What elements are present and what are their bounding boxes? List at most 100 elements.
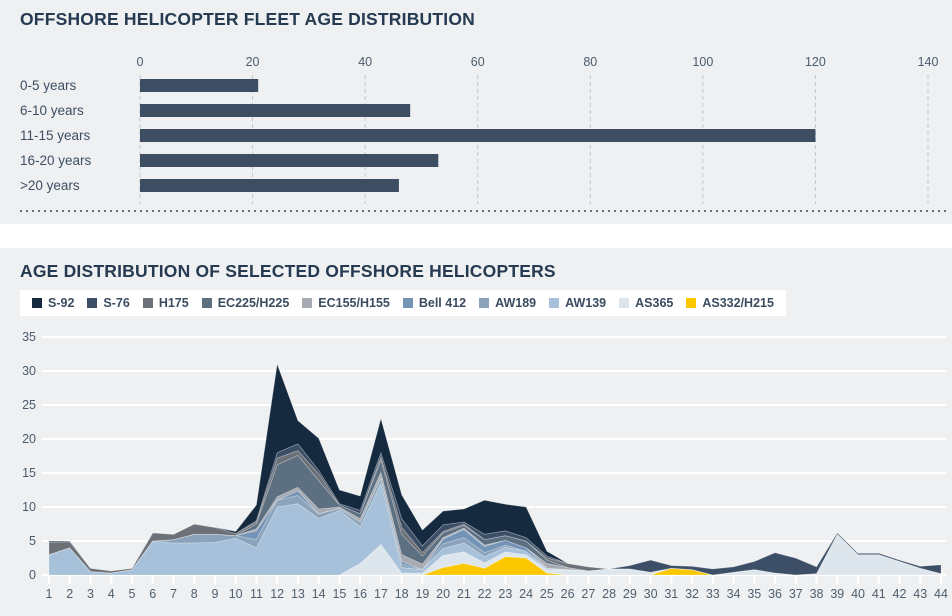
category-label: 11-15 years [20, 128, 91, 143]
x-axis-tick-label: 120 [805, 55, 826, 69]
y-axis-tick-label: 25 [22, 398, 36, 412]
legend-swatch [32, 298, 42, 308]
legend-item-aw139: AW139 [549, 296, 606, 310]
x-axis-tick-label: 36 [768, 587, 782, 601]
x-axis-tick-label: 42 [893, 587, 907, 601]
x-axis-tick-label: 100 [692, 55, 713, 69]
legend-item-s-76: S-76 [87, 296, 130, 310]
legend-item-as332-h215: AS332/H215 [686, 296, 774, 310]
x-axis-tick-label: 13 [291, 587, 305, 601]
x-axis-tick-label: 44 [934, 587, 948, 601]
legend-swatch [619, 298, 630, 308]
category-label: 0-5 years [20, 78, 77, 93]
legend-label: S-76 [103, 296, 130, 310]
bar-11-15-years [140, 129, 816, 142]
x-axis-tick-label: 0 [137, 55, 144, 69]
bar--20-years [140, 179, 399, 192]
x-axis-tick-label: 14 [312, 587, 326, 601]
legend-label: AW139 [565, 296, 607, 310]
legend-label: Bell 412 [418, 296, 467, 310]
bar-0-5-years [140, 79, 259, 92]
x-axis-tick-label: 37 [789, 587, 803, 601]
legend-swatch [479, 298, 490, 308]
x-axis-tick-label: 38 [810, 587, 824, 601]
legend-item-aw189: AW189 [479, 296, 536, 310]
legend-swatch [686, 298, 697, 308]
x-axis-tick-label: 18 [395, 587, 409, 601]
x-axis-tick-label: 16 [353, 587, 367, 601]
x-axis-tick-label: 30 [644, 587, 658, 601]
x-axis-tick-label: 22 [478, 587, 492, 601]
x-axis-tick-label: 20 [436, 587, 450, 601]
x-axis-tick-label: 35 [747, 587, 761, 601]
legend-swatch [549, 298, 560, 308]
y-axis-tick-label: 10 [22, 500, 36, 514]
category-label: 16-20 years [20, 153, 92, 168]
x-axis-tick-label: 12 [270, 587, 284, 601]
legend: S-92 S-76 H175 EC225/H225 EC155/H155 Bell 412… [20, 290, 786, 316]
x-axis-tick-label: 28 [602, 587, 616, 601]
x-axis-tick-label: 39 [830, 587, 844, 601]
x-axis-tick-label: 27 [581, 587, 595, 601]
x-axis-tick-label: 26 [561, 587, 575, 601]
y-axis-tick-label: 35 [22, 330, 36, 344]
legend-swatch [87, 298, 98, 308]
legend-label: AW189 [495, 296, 537, 310]
x-axis-tick-label: 80 [583, 55, 597, 69]
x-axis-tick-label: 8 [191, 587, 198, 601]
x-axis-tick-label: 29 [623, 587, 637, 601]
y-axis-tick-label: 15 [22, 466, 36, 480]
x-axis-tick-label: 32 [685, 587, 699, 601]
legend-item-ec225-h225: EC225/H225 [201, 296, 290, 310]
y-axis-tick-label: 20 [22, 432, 36, 446]
x-axis-tick-label: 140 [918, 55, 939, 69]
x-axis-tick-label: 15 [332, 587, 346, 601]
x-axis-tick-label: 21 [457, 587, 471, 601]
legend-swatch [402, 298, 413, 308]
x-axis-tick-label: 17 [374, 587, 388, 601]
age-distribution-chart-title: AGE DISTRIBUTION OF SELECTED OFFSHORE HE… [20, 261, 556, 281]
x-axis-tick-label: 19 [415, 587, 429, 601]
y-axis-tick-label: 5 [29, 534, 36, 548]
legend-item-as365: AS365 [619, 296, 673, 310]
legend-swatch [142, 298, 153, 308]
x-axis-tick-label: 23 [498, 587, 512, 601]
x-axis-tick-label: 33 [706, 587, 720, 601]
section-divider [0, 224, 952, 248]
legend-item-h175: H175 [142, 296, 189, 310]
category-label: >20 years [20, 178, 80, 193]
category-label: 6-10 years [20, 103, 84, 118]
legend-label: EC155/H155 [318, 296, 390, 310]
x-axis-tick-label: 4 [108, 587, 115, 601]
bar-16-20-years [140, 154, 439, 167]
y-axis-tick-label: 30 [22, 364, 36, 378]
x-axis-tick-label: 43 [913, 587, 927, 601]
legend-swatch [302, 298, 313, 308]
x-axis-tick-label: 10 [229, 587, 243, 601]
x-axis-tick-label: 3 [87, 587, 94, 601]
x-axis-tick-label: 20 [246, 55, 260, 69]
legend-label: AS332/H215 [702, 296, 774, 310]
x-axis-tick-label: 7 [170, 587, 177, 601]
area-series-s-76 [48, 443, 942, 576]
x-axis-tick-label: 34 [727, 587, 741, 601]
x-axis-tick-label: 9 [211, 587, 218, 601]
x-axis-tick-label: 41 [872, 587, 886, 601]
y-axis-tick-label: 0 [29, 568, 36, 582]
x-axis-tick-label: 31 [664, 587, 678, 601]
legend-label: AS365 [635, 296, 674, 310]
fleet-age-chart-title: OFFSHORE HELICOPTER FLEET AGE DISTRIBUTI… [20, 9, 475, 29]
x-axis-tick-label: 60 [471, 55, 485, 69]
legend-label: S-92 [48, 296, 75, 310]
x-axis-tick-label: 2 [66, 587, 73, 601]
x-axis-tick-label: 40 [358, 55, 372, 69]
x-axis-tick-label: 1 [46, 587, 53, 601]
x-axis-tick-label: 11 [250, 587, 263, 601]
legend-label: EC225/H225 [217, 296, 290, 310]
x-axis-tick-label: 5 [129, 587, 136, 601]
legend-item-bell-412: Bell 412 [402, 296, 467, 310]
legend-swatch [201, 298, 212, 308]
fleet-age-bar-chart: 0 20 40 60 80 100 120 140 0-5 years 6-10 years 11-… [20, 55, 946, 212]
